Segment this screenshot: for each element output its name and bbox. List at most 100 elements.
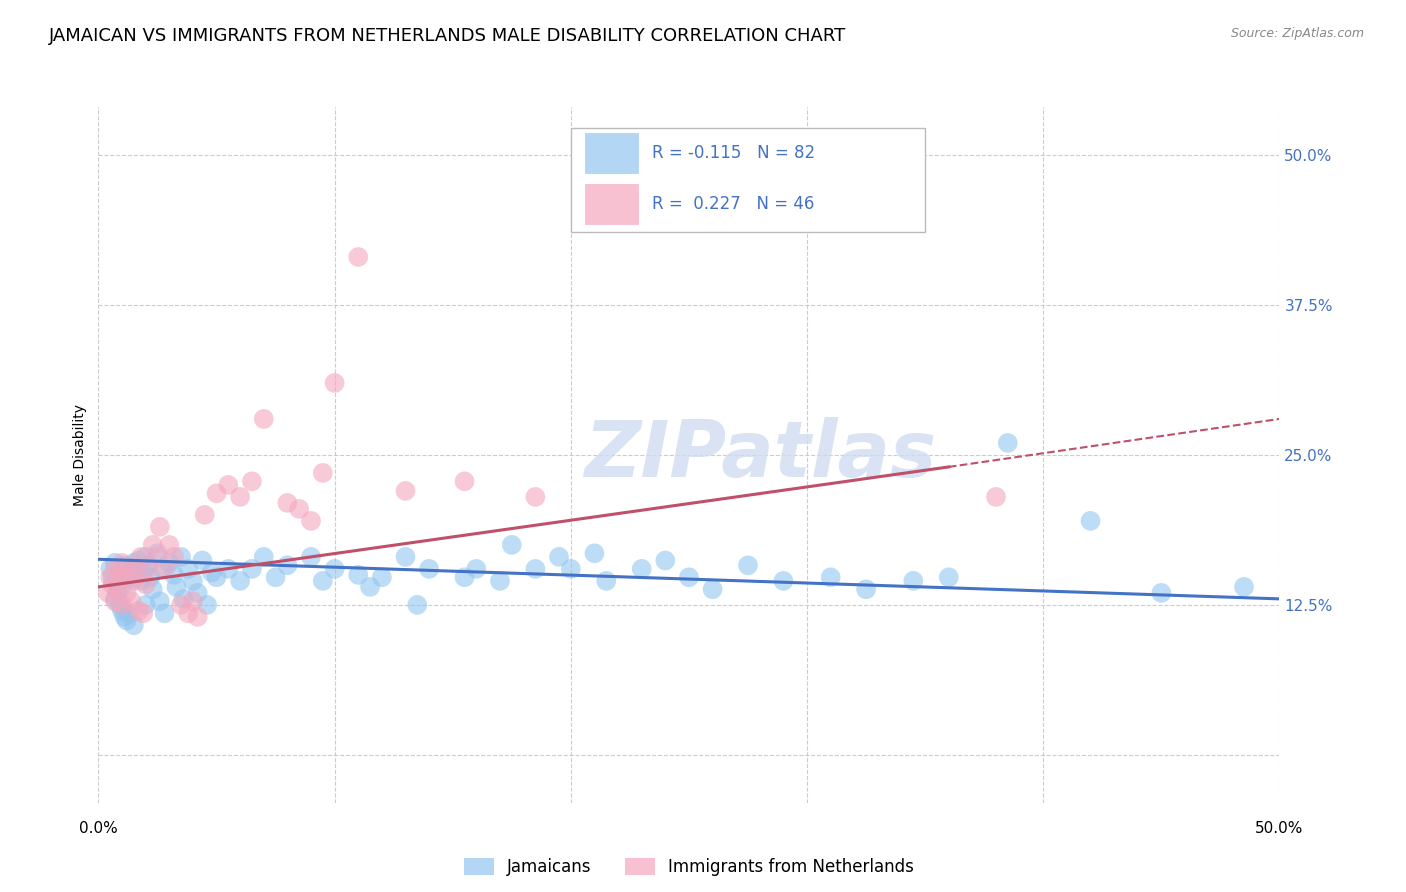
Point [149,594,172,608]
Point [984,490,1007,504]
Point [177,607,200,621]
Point [630,562,652,576]
Point [98,562,121,576]
Point [181,594,204,608]
Point [150,562,173,576]
Point [489,574,512,588]
Point [394,549,416,564]
Point [105,574,128,588]
Point [276,558,298,573]
Point [121,594,143,608]
Point [347,567,370,582]
Point [146,546,169,560]
Point [323,562,346,576]
Point [105,586,128,600]
Point [288,502,311,516]
Point [347,250,370,264]
Point [465,562,488,576]
Point [142,538,165,552]
Point [125,562,148,576]
Point [112,570,135,584]
Point [146,549,169,564]
Point [240,475,263,489]
Point [115,562,138,576]
Point [111,604,134,618]
Point [98,570,121,584]
Point [772,574,794,588]
Point [903,574,925,588]
Point [125,562,148,576]
Point [217,478,239,492]
Point [1233,580,1256,594]
Point [170,598,193,612]
Point [135,598,157,612]
Point [524,490,547,504]
Point [253,412,276,426]
Point [115,586,138,600]
Point [142,582,165,597]
Point [276,496,298,510]
Point [111,598,134,612]
Point [737,558,759,573]
Point [97,586,120,600]
Point [205,486,228,500]
Point [112,610,135,624]
Point [108,567,131,582]
Point [135,549,157,564]
Y-axis label: Male Disability: Male Disability [73,404,87,506]
Point [312,466,335,480]
Point [702,582,724,597]
Point [560,562,582,576]
Point [820,570,842,584]
Point [118,567,141,582]
Point [128,604,150,618]
Point [548,549,571,564]
Point [165,580,187,594]
Point [104,591,127,606]
Point [264,570,287,584]
Point [299,514,322,528]
Point [191,553,214,567]
Bar [585,184,638,224]
FancyBboxPatch shape [571,128,925,232]
Point [172,591,194,606]
Text: R =  0.227   N = 46: R = 0.227 N = 46 [652,194,814,213]
Point [1150,586,1173,600]
Point [118,566,141,580]
Point [453,570,475,584]
Point [135,577,157,591]
Text: Source: ZipAtlas.com: Source: ZipAtlas.com [1230,27,1364,40]
Legend: Jamaicans, Immigrants from Netherlands: Jamaicans, Immigrants from Netherlands [457,851,921,883]
Point [108,598,131,612]
Point [205,570,228,584]
Point [997,436,1019,450]
Point [128,553,150,567]
Point [104,562,127,576]
Point [312,574,335,588]
Point [129,574,152,588]
Point [121,570,143,584]
Point [501,538,523,552]
Point [253,549,276,564]
Point [101,570,124,584]
Point [194,508,217,522]
Point [595,574,617,588]
Text: JAMAICAN VS IMMIGRANTS FROM NETHERLANDS MALE DISABILITY CORRELATION CHART: JAMAICAN VS IMMIGRANTS FROM NETHERLANDS … [49,27,846,45]
Point [299,549,322,564]
Point [229,490,252,504]
Point [112,558,135,573]
Point [153,607,176,621]
Point [181,574,204,588]
Point [187,586,209,600]
Point [170,549,193,564]
Point [418,562,440,576]
Point [1080,514,1102,528]
Text: 0.0%: 0.0% [79,821,118,836]
Point [201,566,224,580]
Point [105,582,128,597]
Point [177,562,200,576]
Point [104,594,127,608]
Point [157,538,180,552]
Point [122,556,145,570]
Point [132,566,155,580]
